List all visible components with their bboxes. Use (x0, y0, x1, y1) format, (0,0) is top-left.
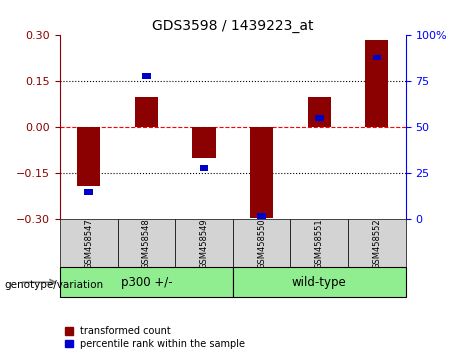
Bar (118, 219, 175, 267)
Text: p300 +/-: p300 +/- (121, 276, 172, 289)
Text: GSM458551: GSM458551 (315, 218, 324, 269)
Bar (250, 127, 273, 218)
Bar (200, 165, 208, 171)
Bar (60, 267, 233, 297)
Bar (175, 219, 233, 267)
Bar (77, 127, 100, 186)
Text: GSM458547: GSM458547 (84, 218, 93, 269)
Bar (365, 40, 388, 127)
Text: wild-type: wild-type (292, 276, 347, 289)
Bar (348, 219, 406, 267)
Bar (257, 213, 266, 218)
Text: GSM458549: GSM458549 (200, 218, 208, 269)
Bar (142, 73, 151, 79)
Bar (84, 189, 93, 195)
Legend: transformed count, percentile rank within the sample: transformed count, percentile rank withi… (65, 326, 245, 349)
Bar (233, 219, 290, 267)
Title: GDS3598 / 1439223_at: GDS3598 / 1439223_at (152, 19, 313, 33)
Bar (135, 97, 158, 127)
Text: GSM458548: GSM458548 (142, 218, 151, 269)
Bar (372, 55, 381, 60)
Bar (60, 219, 118, 267)
Bar (315, 115, 324, 121)
Bar (193, 127, 216, 158)
Bar (233, 267, 406, 297)
Text: genotype/variation: genotype/variation (5, 280, 104, 290)
Text: GSM458552: GSM458552 (372, 218, 381, 269)
Text: GSM458550: GSM458550 (257, 218, 266, 269)
Bar (290, 219, 348, 267)
Bar (308, 97, 331, 127)
